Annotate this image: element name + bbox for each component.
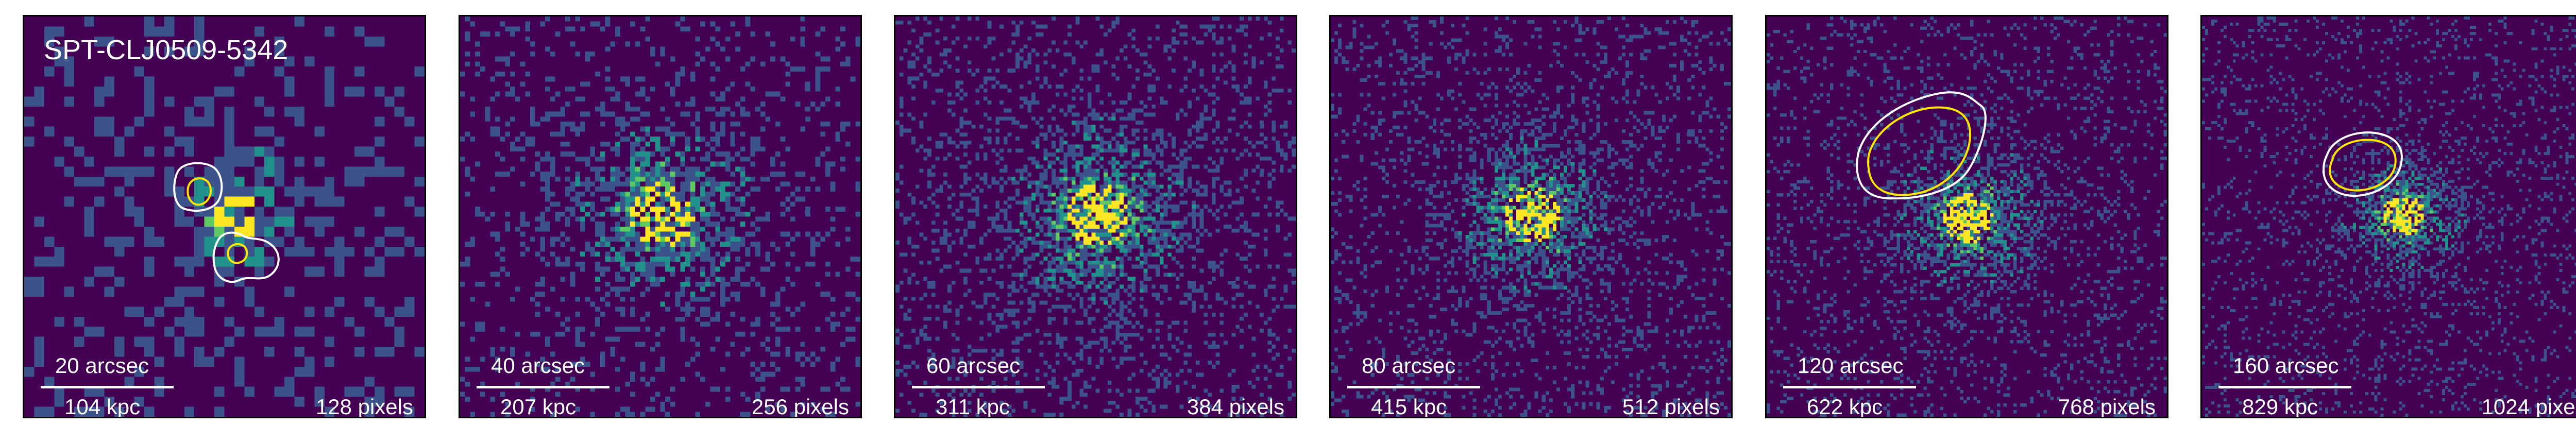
arcsec-label: 20 arcsec — [55, 353, 149, 378]
cluster-name-label: SPT-CLJ0509-5342 — [44, 35, 289, 65]
scale-bar — [2218, 386, 2351, 388]
arcsec-label: 160 arcsec — [2233, 353, 2339, 378]
pixel-count-label: 768 pixels — [2058, 395, 2156, 418]
contour-inner-2 — [227, 243, 248, 264]
contour-outer-2 — [212, 231, 280, 283]
image-panel-5: 120 arcsec 622 kpc 768 pixels — [1765, 15, 2168, 418]
arcsec-label: 60 arcsec — [926, 353, 1021, 378]
scale-bar — [1783, 386, 1916, 388]
scale-bar — [41, 386, 174, 388]
kpc-label: 622 kpc — [1807, 395, 1883, 418]
pixel-count-label: 1024 pixels — [2481, 395, 2576, 418]
scale-bar — [912, 386, 1045, 388]
contour-outer-1 — [1856, 91, 1987, 200]
kpc-label: 104 kpc — [64, 395, 141, 418]
pixel-count-label: 128 pixels — [315, 395, 413, 418]
pixel-count-label: 512 pixels — [1622, 395, 1720, 418]
contour-inner-1 — [187, 177, 212, 206]
xray-image — [460, 16, 860, 417]
image-panel-6: 160 arcsec 829 kpc 1024 pixels — [2200, 15, 2576, 418]
image-panel-1: SPT-CLJ0509-5342 20 arcsec 104 kpc 128 p… — [23, 15, 426, 418]
arcsec-label: 120 arcsec — [1798, 353, 1904, 378]
contour-outer-1 — [2323, 131, 2403, 197]
xray-image — [895, 16, 1296, 417]
pixel-count-label: 384 pixels — [1187, 395, 1284, 418]
xray-image — [24, 16, 425, 417]
arcsec-label: 80 arcsec — [1362, 353, 1456, 378]
pixel-count-label: 256 pixels — [751, 395, 849, 418]
kpc-label: 207 kpc — [500, 395, 577, 418]
contour-overlay — [2323, 131, 2403, 197]
kpc-label: 415 kpc — [1371, 395, 1447, 418]
arcsec-label: 40 arcsec — [491, 353, 585, 378]
contour-outer-1 — [173, 162, 223, 212]
kpc-label: 311 kpc — [936, 395, 1010, 418]
xray-image — [1331, 16, 1731, 417]
xray-image — [2202, 16, 2576, 417]
kpc-label: 829 kpc — [2242, 395, 2318, 418]
image-panel-2: 40 arcsec 207 kpc 256 pixels — [459, 15, 862, 418]
scale-bar — [477, 386, 609, 388]
xray-image — [1767, 16, 2167, 417]
contour-overlay — [173, 162, 280, 283]
image-panel-3: 60 arcsec 311 kpc 384 pixels — [894, 15, 1297, 418]
contour-inner-1 — [2329, 139, 2397, 192]
contour-inner-1 — [1867, 106, 1971, 196]
contour-overlay — [1856, 91, 1987, 200]
image-panel-4: 80 arcsec 415 kpc 512 pixels — [1329, 15, 1733, 418]
scale-bar — [1347, 386, 1480, 388]
